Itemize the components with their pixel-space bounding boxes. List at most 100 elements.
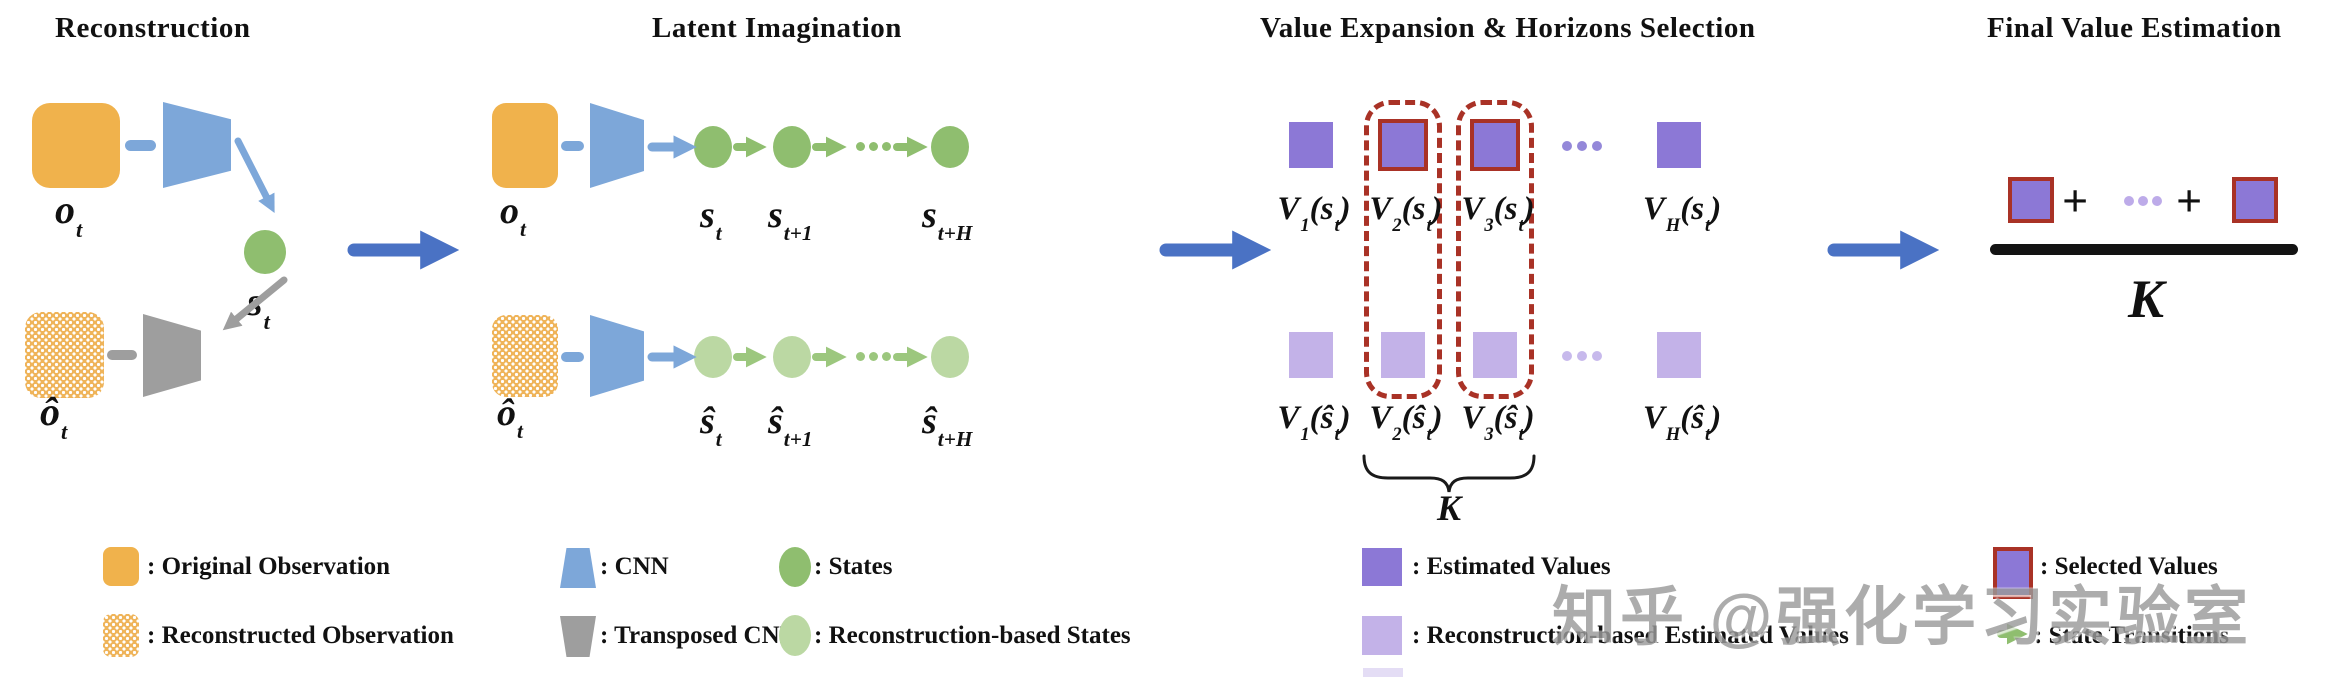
recon-estimated-value-square: [1473, 332, 1517, 378]
transposed-cnn-trapezoid: [143, 314, 201, 397]
selected-value-square: [2008, 177, 2054, 223]
obs-label-sub: t: [76, 216, 83, 242]
state-circle: [694, 126, 732, 168]
state-label: st: [700, 194, 722, 244]
value-label-close: ): [1523, 400, 1535, 436]
legend-reconstruction-based-states-label: : Reconstruction-based States: [814, 622, 1131, 649]
recon-value-label: V1(ŝt): [1266, 400, 1362, 443]
value-label-ssub: t: [1426, 214, 1432, 235]
value-label-vsub: 2: [1392, 423, 1402, 444]
value-label-close: ): [1710, 191, 1722, 227]
plus-sign: +: [2062, 175, 2089, 226]
section-title-latent-imagination: Latent Imagination: [652, 12, 902, 44]
value-label-close: ): [1431, 400, 1443, 436]
state-label-sub: t: [715, 221, 722, 246]
recon-state-label-sub: t+H: [937, 427, 973, 452]
reconstructed-observation-box: [25, 312, 104, 398]
state-label: st: [247, 282, 270, 333]
legend-states-label: : States: [814, 553, 893, 580]
value-label-close: ): [1339, 400, 1351, 436]
value-label-vsub: H: [1665, 214, 1681, 235]
value-label-ssub: t: [1518, 423, 1524, 444]
state-label: st+1: [768, 196, 812, 244]
legend-state-transitions-label: : State Transitions: [2034, 622, 2229, 649]
state-label-sub: t+1: [783, 221, 813, 246]
recon-value-label: V2(ŝt): [1358, 400, 1454, 443]
recon-state-label-main: ŝ: [700, 400, 715, 442]
recon-obs-label-main: ô: [40, 389, 60, 434]
ellipsis-dots-purple: [1562, 141, 1602, 151]
state-label-sub: t: [263, 308, 270, 334]
cropped-legend-fragment: [1363, 668, 1403, 677]
value-label-v: V: [1369, 191, 1392, 227]
recon-state-label-sub: t+1: [783, 427, 813, 452]
selection-dashed-box: [1364, 100, 1442, 399]
section-title-final-value: Final Value Estimation: [1987, 12, 2282, 44]
estimated-value-square: [1289, 122, 1333, 168]
recon-state-circle: [773, 336, 811, 378]
cnn-trapezoid: [163, 102, 231, 188]
brace-k-label: K: [1436, 488, 1461, 528]
estimated-value-square: [1657, 122, 1701, 168]
obs-label: ot: [55, 187, 82, 241]
value-label-v: V: [1461, 191, 1484, 227]
underbrace: [1362, 454, 1536, 493]
value-label-mid: (s: [1493, 191, 1518, 227]
value-label-v: V: [1461, 400, 1484, 436]
recon-state-label: ŝt+1: [768, 400, 812, 450]
state-circle: [244, 230, 286, 274]
value-label-vsub: 3: [1484, 423, 1494, 444]
recon-state-label-main: ŝ: [922, 400, 937, 442]
state-label-main: s: [700, 194, 715, 236]
legend-reconstruction-based-estimated-values-icon: [1362, 616, 1402, 655]
value-label-close: ): [1339, 191, 1351, 227]
value-label-mid: (ŝ: [1309, 400, 1334, 436]
legend-selected-values-icon: [1993, 547, 2033, 599]
selected-value-square: [2232, 177, 2278, 223]
legend-transposed-cnn-icon: [560, 616, 596, 657]
selected-value-square: [1470, 119, 1520, 171]
denominator-k-label: K: [2127, 269, 2165, 329]
recon-state-circle: [694, 336, 732, 378]
selected-value-square: [1378, 119, 1428, 171]
connector-dash: [561, 352, 584, 362]
value-label-ssub: t: [1705, 214, 1711, 235]
fraction-bar: [1990, 244, 2298, 255]
recon-state-label: ŝt+H: [922, 400, 972, 450]
plus-sign: +: [2176, 175, 2203, 226]
value-label-mid: (ŝ: [1401, 400, 1426, 436]
cnn-trapezoid: [590, 103, 644, 188]
ellipsis-dots-light-green: [856, 352, 891, 361]
value-label-vsub: 3: [1484, 214, 1494, 235]
state-circle: [931, 126, 969, 168]
recon-obs-label: ôt: [40, 389, 67, 443]
obs-label-sub: t: [520, 217, 526, 242]
recon-state-label-sub: t: [715, 427, 722, 452]
state-label-main: s: [922, 194, 937, 236]
legend-original-observation-label: : Original Observation: [147, 553, 391, 580]
value-label-mid: (s: [1401, 191, 1426, 227]
legend-selected-values-label: : Selected Values: [2040, 553, 2218, 580]
value-label-vsub: 1: [1300, 214, 1310, 235]
recon-estimated-value-square: [1657, 332, 1701, 378]
recon-state-label-main: ŝ: [768, 400, 783, 442]
value-label-vsub: 2: [1392, 214, 1402, 235]
obs-label-main: o: [55, 187, 75, 232]
state-circle: [773, 126, 811, 168]
value-label-ssub: t: [1334, 423, 1340, 444]
value-label-vsub: H: [1665, 423, 1681, 444]
value-label-ssub: t: [1705, 423, 1711, 444]
section-title-reconstruction: Reconstruction: [55, 12, 251, 44]
value-label-v: V: [1642, 400, 1665, 436]
recon-estimated-value-square: [1289, 332, 1333, 378]
obs-label: ot: [500, 190, 526, 240]
reconstructed-observation-box: [492, 315, 558, 397]
value-label-close: ): [1523, 191, 1535, 227]
selection-dashed-box: [1456, 100, 1534, 399]
original-observation-box: [32, 103, 120, 188]
recon-obs-label-main: ô: [497, 392, 516, 434]
ellipsis-dots-green: [856, 142, 891, 151]
obs-label-main: o: [500, 190, 519, 232]
state-label: st+H: [922, 194, 972, 244]
value-label-mid: (s: [1680, 191, 1705, 227]
